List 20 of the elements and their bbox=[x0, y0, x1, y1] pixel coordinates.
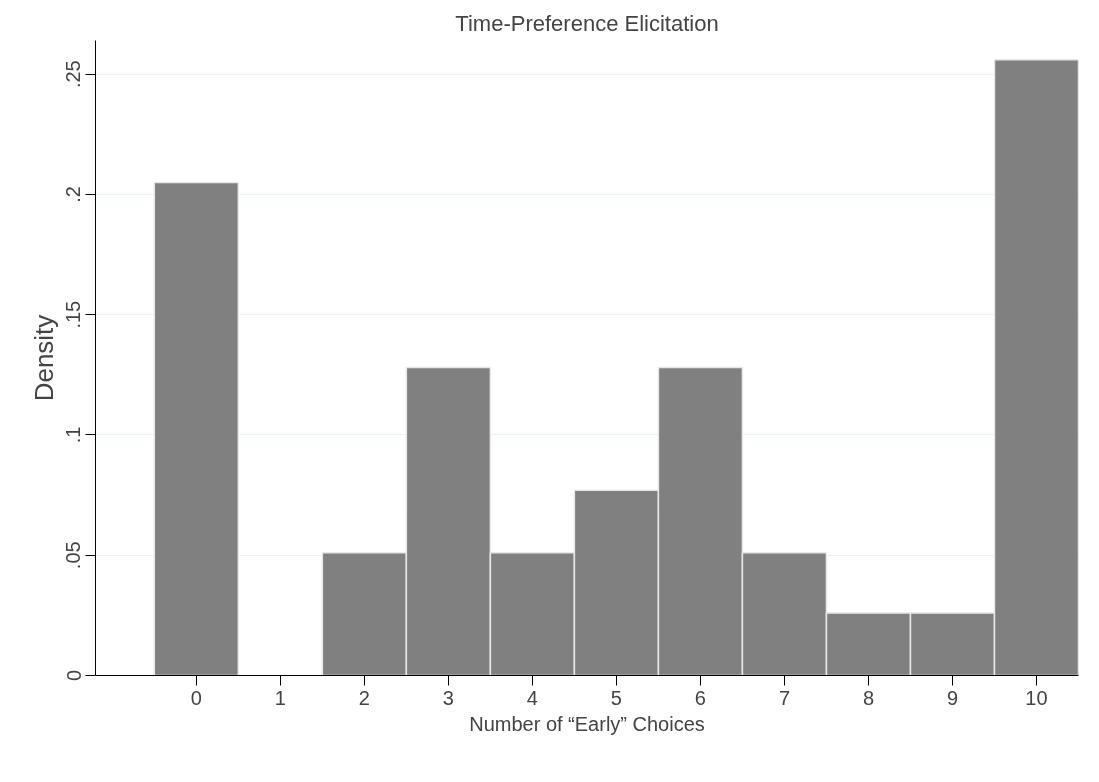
x-tick-label: 7 bbox=[778, 686, 790, 709]
y-tick-label: .25 bbox=[62, 60, 85, 89]
x-tick-label: 10 bbox=[1025, 686, 1048, 709]
y-tick-label: .1 bbox=[62, 426, 85, 444]
y-axis-title: Density bbox=[28, 314, 59, 402]
x-tick-label: 4 bbox=[526, 686, 538, 709]
y-tick-label: .2 bbox=[62, 186, 85, 203]
x-tick-label: 8 bbox=[862, 686, 875, 709]
y-tick-label: .05 bbox=[62, 541, 85, 570]
y-tick-label: .15 bbox=[62, 300, 85, 329]
x-axis-title: Number of “Early” Choices bbox=[469, 712, 705, 735]
x-tick-label: 2 bbox=[358, 686, 370, 709]
y-tick-label: 0 bbox=[62, 669, 85, 682]
x-tick-label: 9 bbox=[946, 686, 959, 709]
x-tick-label: 6 bbox=[694, 686, 706, 709]
x-tick-label: 3 bbox=[442, 686, 454, 709]
x-tick-label: 0 bbox=[190, 686, 202, 709]
x-tick-label: 1 bbox=[274, 686, 286, 709]
chart-title: Time-Preference Elicitation bbox=[455, 10, 719, 36]
x-tick-label: 5 bbox=[610, 686, 622, 709]
